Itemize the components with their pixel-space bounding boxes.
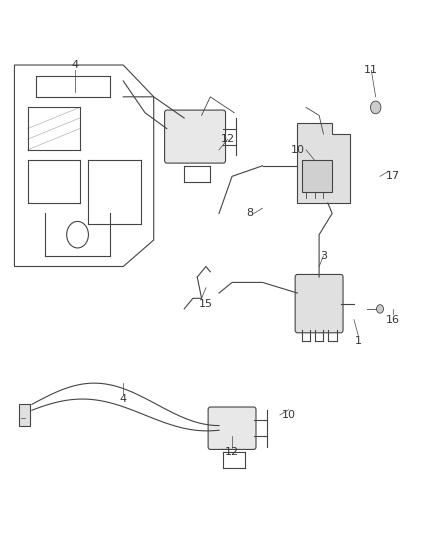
FancyBboxPatch shape <box>165 110 226 163</box>
Text: 10: 10 <box>282 410 296 420</box>
FancyBboxPatch shape <box>295 274 343 333</box>
Bar <box>19 405 30 425</box>
Text: 11: 11 <box>364 66 378 75</box>
Text: 3: 3 <box>320 251 327 261</box>
Circle shape <box>377 305 384 313</box>
Text: 4: 4 <box>120 394 127 404</box>
Circle shape <box>371 101 381 114</box>
Bar <box>302 160 332 192</box>
Text: 12: 12 <box>221 134 235 144</box>
Text: 17: 17 <box>386 172 400 181</box>
Text: 10: 10 <box>290 145 304 155</box>
Text: 16: 16 <box>386 314 400 325</box>
Text: 12: 12 <box>225 447 239 457</box>
Text: 8: 8 <box>246 208 253 219</box>
FancyBboxPatch shape <box>208 407 256 449</box>
Text: 4: 4 <box>72 60 79 70</box>
Text: 1: 1 <box>355 336 362 346</box>
Polygon shape <box>297 123 350 203</box>
Text: 15: 15 <box>199 298 213 309</box>
